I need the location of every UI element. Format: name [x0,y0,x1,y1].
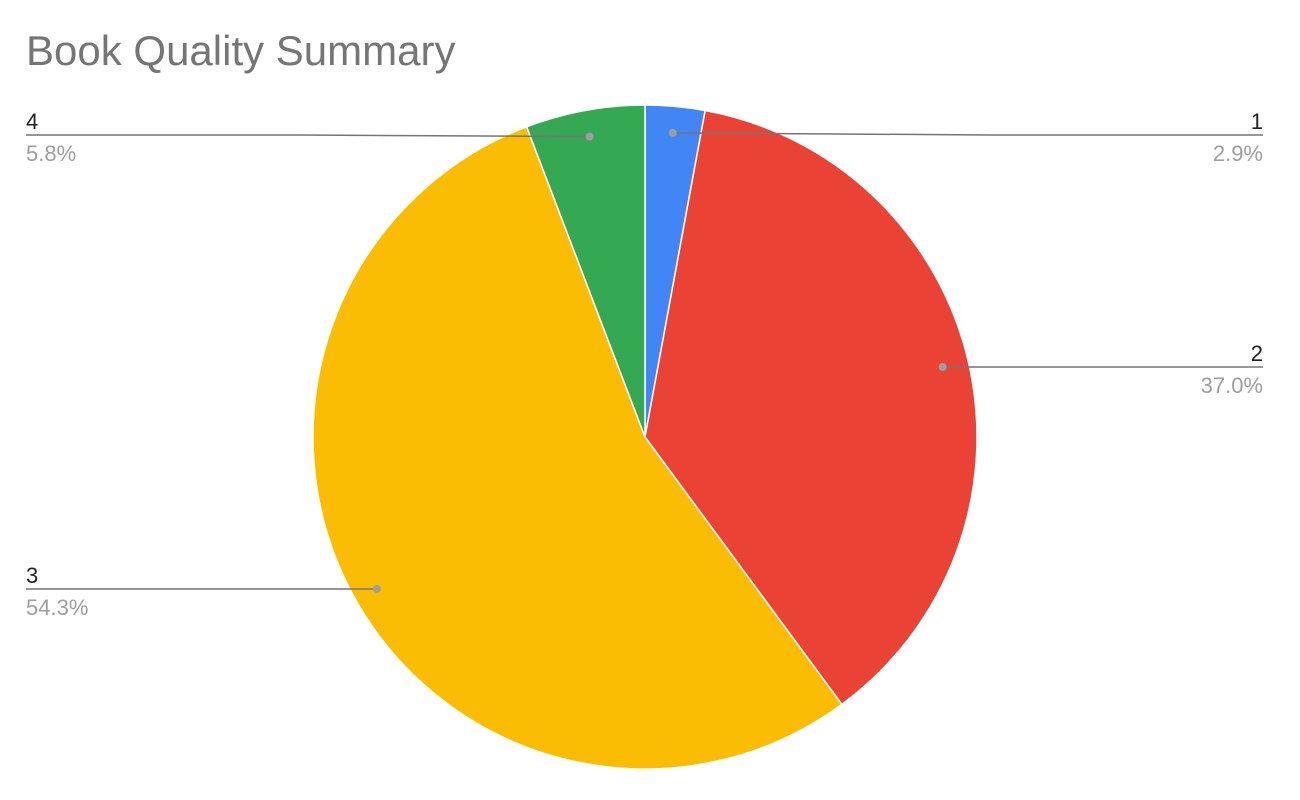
pie-slice-2 [644,109,978,706]
slice-label-2: 2 [1251,341,1263,366]
pie-slices [312,104,978,770]
pie-slice-3 [312,125,843,770]
leader-dot-1 [668,128,677,137]
slice-percent-2: 37.0% [1201,373,1263,398]
leader-lines [26,128,1263,593]
leader-dot-4 [585,132,594,141]
slice-percent-3: 54.3% [26,595,88,620]
chart-title: Book Quality Summary [26,27,456,74]
leader-dot-2 [938,363,947,371]
slice-label-3: 3 [26,563,38,588]
slice-label-4: 4 [26,109,38,134]
leader-dot-3 [372,585,381,593]
leader-line-4 [26,134,590,138]
slice-percent-4: 5.8% [26,141,76,166]
pie-slice-4 [525,104,646,438]
slice-labels: 1 2.9% 2 37.0% 3 54.3% 4 5.8% [26,109,1263,620]
leader-line-1 [672,132,1263,136]
slice-label-1: 1 [1251,109,1263,134]
slice-percent-1: 2.9% [1213,141,1263,166]
